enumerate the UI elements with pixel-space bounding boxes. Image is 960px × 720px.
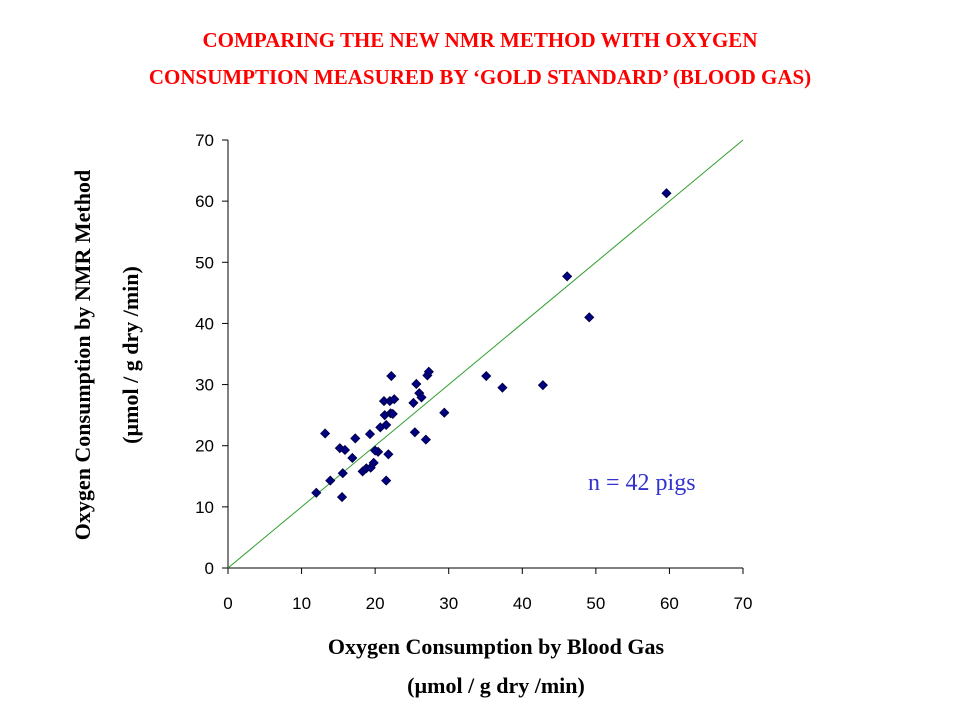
- x-tick-label: 20: [366, 594, 385, 613]
- y-axis-title-line-1: Oxygen Consumption by NMR Method: [70, 170, 95, 540]
- data-point: [409, 427, 420, 438]
- y-ticks: 0 10 20 30 40 50 60 70: [195, 131, 228, 578]
- y-tick-label: 60: [195, 192, 214, 211]
- x-axis-title: Oxygen Consumption by Blood Gas (µmol / …: [328, 634, 665, 698]
- y-tick-label: 70: [195, 131, 214, 150]
- y-tick-label: 0: [205, 559, 214, 578]
- x-tick-label: 10: [292, 594, 311, 613]
- y-tick-label: 40: [195, 314, 214, 333]
- x-tick-label: 50: [586, 594, 605, 613]
- data-point: [423, 366, 434, 377]
- y-axis-title: Oxygen Consumption by NMR Method (µmol /…: [70, 170, 143, 540]
- data-point: [439, 407, 450, 418]
- data-point: [408, 397, 419, 408]
- x-tick-label: 30: [439, 594, 458, 613]
- data-point: [416, 392, 427, 403]
- axes: [227, 140, 743, 569]
- data-point: [411, 378, 422, 390]
- data-point: [364, 429, 376, 440]
- x-axis-title-line-2: (µmol / g dry /min): [407, 673, 585, 698]
- x-tick-label: 0: [223, 594, 232, 613]
- data-point: [497, 382, 508, 393]
- identity-line: [227, 139, 744, 569]
- data-point: [389, 394, 400, 405]
- x-tick-label: 40: [513, 594, 532, 613]
- data-point: [347, 452, 358, 464]
- y-axis-title-line-2: (µmol / g dry /min): [118, 266, 143, 444]
- data-point: [325, 475, 336, 486]
- data-point: [383, 449, 394, 460]
- y-tick-label: 10: [195, 498, 214, 517]
- data-point: [387, 408, 398, 419]
- data-point: [562, 271, 573, 282]
- x-ticks: 0 10 20 30 40 50 60 70: [223, 568, 752, 613]
- y-tick-label: 20: [195, 437, 214, 456]
- data-points: [311, 188, 672, 503]
- data-point: [337, 468, 348, 479]
- data-point: [584, 312, 595, 323]
- x-tick-label: 70: [734, 594, 753, 613]
- data-point: [537, 380, 548, 391]
- data-point: [381, 475, 392, 486]
- data-point: [350, 433, 361, 444]
- data-point: [481, 370, 492, 382]
- x-tick-label: 60: [660, 594, 679, 613]
- chart-title-line-2: CONSUMPTION MEASURED BY ‘GOLD STANDARD’ …: [148, 65, 812, 89]
- data-point: [381, 419, 392, 430]
- data-point: [339, 444, 351, 456]
- data-point: [311, 487, 322, 498]
- y-tick-label: 50: [195, 253, 214, 272]
- data-point: [420, 434, 431, 445]
- data-point: [370, 445, 381, 456]
- data-point: [386, 370, 397, 382]
- y-tick-label: 30: [195, 376, 214, 395]
- data-point: [661, 188, 672, 199]
- x-axis-title-line-1: Oxygen Consumption by Blood Gas: [328, 634, 665, 659]
- data-point: [368, 457, 379, 468]
- data-point: [336, 492, 348, 503]
- data-point: [320, 428, 331, 439]
- chart-title-line-1: COMPARING THE NEW NMR METHOD WITH OXYGEN: [202, 28, 758, 52]
- sample-size-annotation: n = 42 pigs: [588, 470, 696, 496]
